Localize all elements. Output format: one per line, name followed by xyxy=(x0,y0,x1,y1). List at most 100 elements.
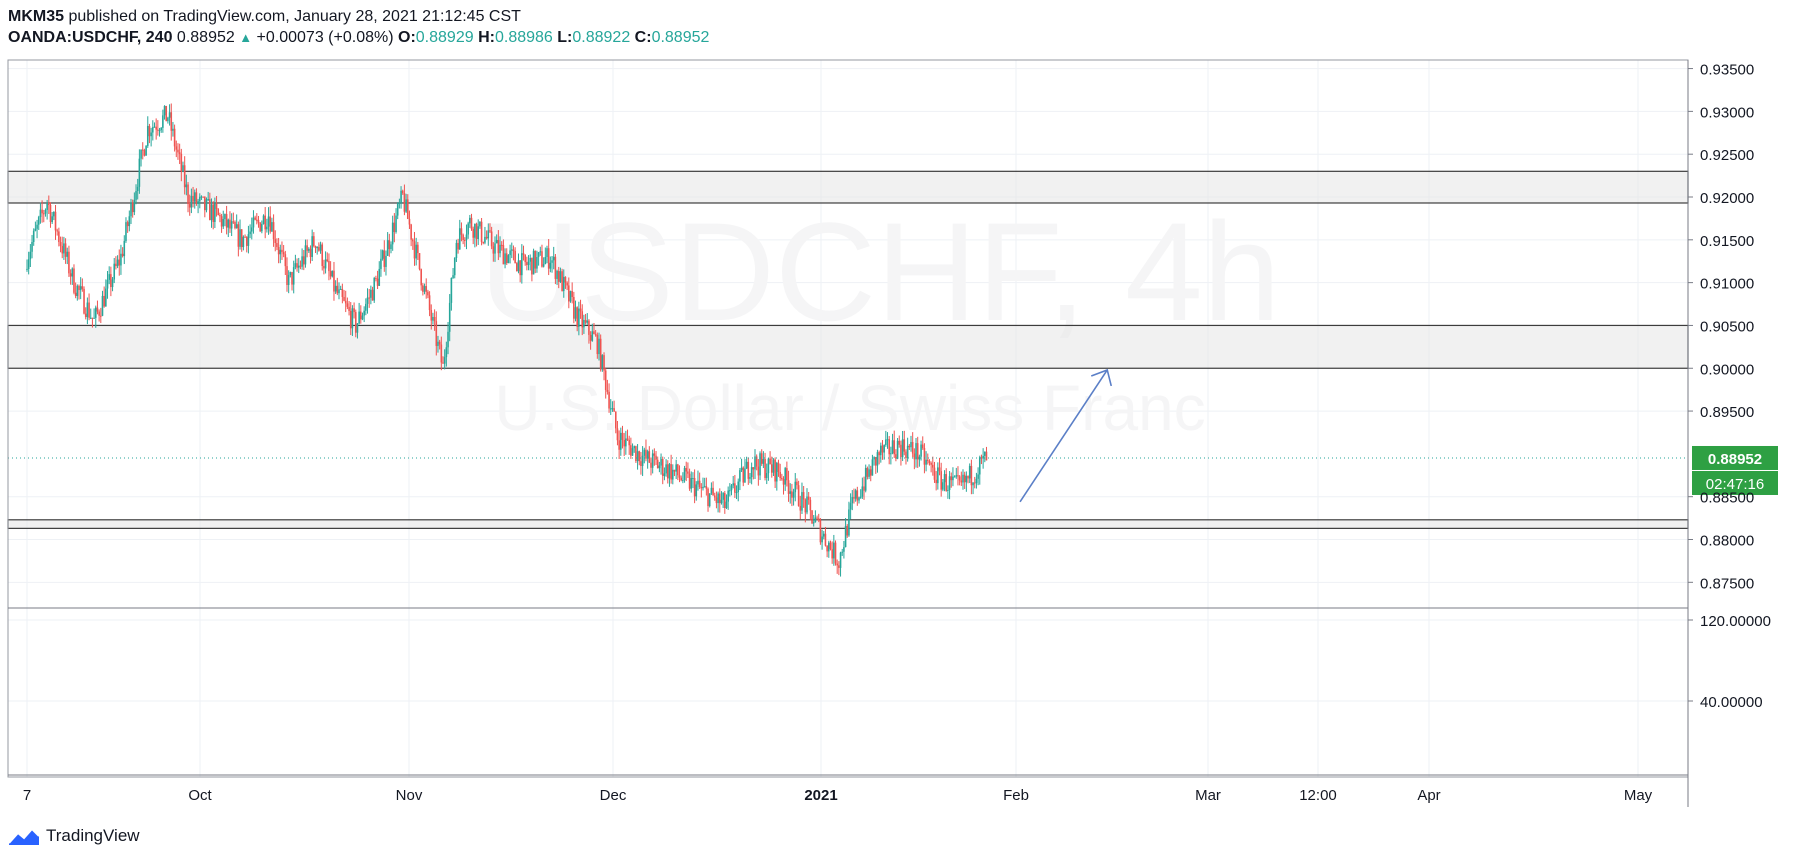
candle-body xyxy=(36,224,38,229)
candle-body xyxy=(851,497,854,504)
watermark-symbol: USDCHF, 4h xyxy=(479,193,1280,350)
candle-body xyxy=(581,311,584,328)
candle-body xyxy=(888,439,890,455)
candle-body xyxy=(282,252,285,255)
candle-body xyxy=(53,211,55,217)
candle-body xyxy=(204,196,206,211)
candle-body xyxy=(494,243,496,254)
candle-body xyxy=(390,244,392,250)
candle-body xyxy=(37,217,40,225)
candle-body xyxy=(68,251,70,274)
candle-body xyxy=(720,499,723,504)
candle-body xyxy=(44,209,47,214)
candle-body xyxy=(559,271,562,282)
candle-body xyxy=(886,439,889,441)
symbol-label[interactable]: OANDA:USDCHF, 240 xyxy=(8,29,173,46)
candle-body xyxy=(462,234,464,240)
candle-body xyxy=(433,316,436,322)
candle-body xyxy=(712,487,714,496)
candle-body xyxy=(742,467,745,483)
candle-body xyxy=(447,331,449,348)
candle-body xyxy=(920,444,922,457)
candle-body xyxy=(262,215,265,225)
candle-body xyxy=(420,269,422,286)
candle-body xyxy=(636,451,639,462)
candle-body xyxy=(225,214,228,228)
candle-body xyxy=(517,260,520,272)
candle-body xyxy=(653,453,656,456)
candle-body xyxy=(807,496,810,500)
candle-body xyxy=(113,263,116,280)
candle-body xyxy=(358,311,360,324)
candle-body xyxy=(576,307,578,327)
candle-body xyxy=(155,126,157,130)
candle-body xyxy=(49,204,52,223)
candle-body xyxy=(947,489,949,491)
candle-body xyxy=(313,236,315,247)
candlestick-series xyxy=(26,103,988,577)
projection-arrow-line xyxy=(1019,369,1108,503)
tradingview-logo[interactable]: TradingView xyxy=(8,826,140,846)
candle-body xyxy=(395,215,397,232)
candle-body xyxy=(661,459,664,476)
candle-body xyxy=(328,260,330,272)
candle-body xyxy=(705,486,708,489)
candle-body xyxy=(740,467,743,471)
candle-body xyxy=(522,253,525,255)
x-tick-label: Oct xyxy=(188,787,212,804)
candle-body xyxy=(521,253,523,276)
candle-body xyxy=(123,240,126,257)
candle-body xyxy=(182,165,184,172)
candle-body xyxy=(34,228,37,231)
candle-body xyxy=(539,251,542,253)
candle-body xyxy=(212,204,214,222)
y-tick-label: 0.92000 xyxy=(1700,190,1754,207)
candle-body xyxy=(373,278,376,301)
candle-body xyxy=(136,186,139,192)
candle-body xyxy=(593,331,595,335)
candle-body xyxy=(195,192,198,204)
candle-body xyxy=(187,184,189,205)
candle-body xyxy=(217,209,220,215)
candle-body xyxy=(942,482,944,490)
price-change: +0.00073 (+0.08%) xyxy=(256,29,394,46)
candle-body xyxy=(978,457,981,475)
candle-body xyxy=(960,480,963,483)
candle-body xyxy=(599,338,602,370)
candle-body xyxy=(316,247,318,249)
candle-body xyxy=(635,446,637,462)
candle-body xyxy=(115,263,117,267)
candle-body xyxy=(911,442,914,454)
candle-body xyxy=(360,311,362,320)
candle-body xyxy=(901,439,904,458)
candle-body xyxy=(79,286,82,291)
candle-body xyxy=(943,474,946,483)
candle-body xyxy=(549,262,552,269)
candle-body xyxy=(81,286,84,289)
candle-body xyxy=(683,468,686,481)
candle-body xyxy=(490,231,493,247)
candle-body xyxy=(450,277,453,303)
candle-body xyxy=(401,190,404,194)
candle-body xyxy=(229,219,231,229)
candle-body xyxy=(145,145,147,156)
candle-body xyxy=(554,256,557,279)
candle-body xyxy=(467,223,469,235)
candle-body xyxy=(165,105,168,122)
candle-body xyxy=(190,195,193,208)
high-value: 0.88986 xyxy=(494,29,553,46)
candle-body xyxy=(856,490,859,501)
candle-body xyxy=(138,158,141,187)
author-name[interactable]: MKM35 xyxy=(8,8,65,25)
candle-body xyxy=(168,112,171,118)
candle-body xyxy=(526,262,528,266)
candle-body xyxy=(84,313,87,318)
candle-body xyxy=(690,478,693,489)
candle-body xyxy=(271,222,273,232)
candle-body xyxy=(158,130,161,132)
candle-body xyxy=(334,285,337,292)
price-badge: 0.88952 xyxy=(1708,451,1762,468)
candle-body xyxy=(772,459,775,473)
candle-body xyxy=(111,279,114,288)
